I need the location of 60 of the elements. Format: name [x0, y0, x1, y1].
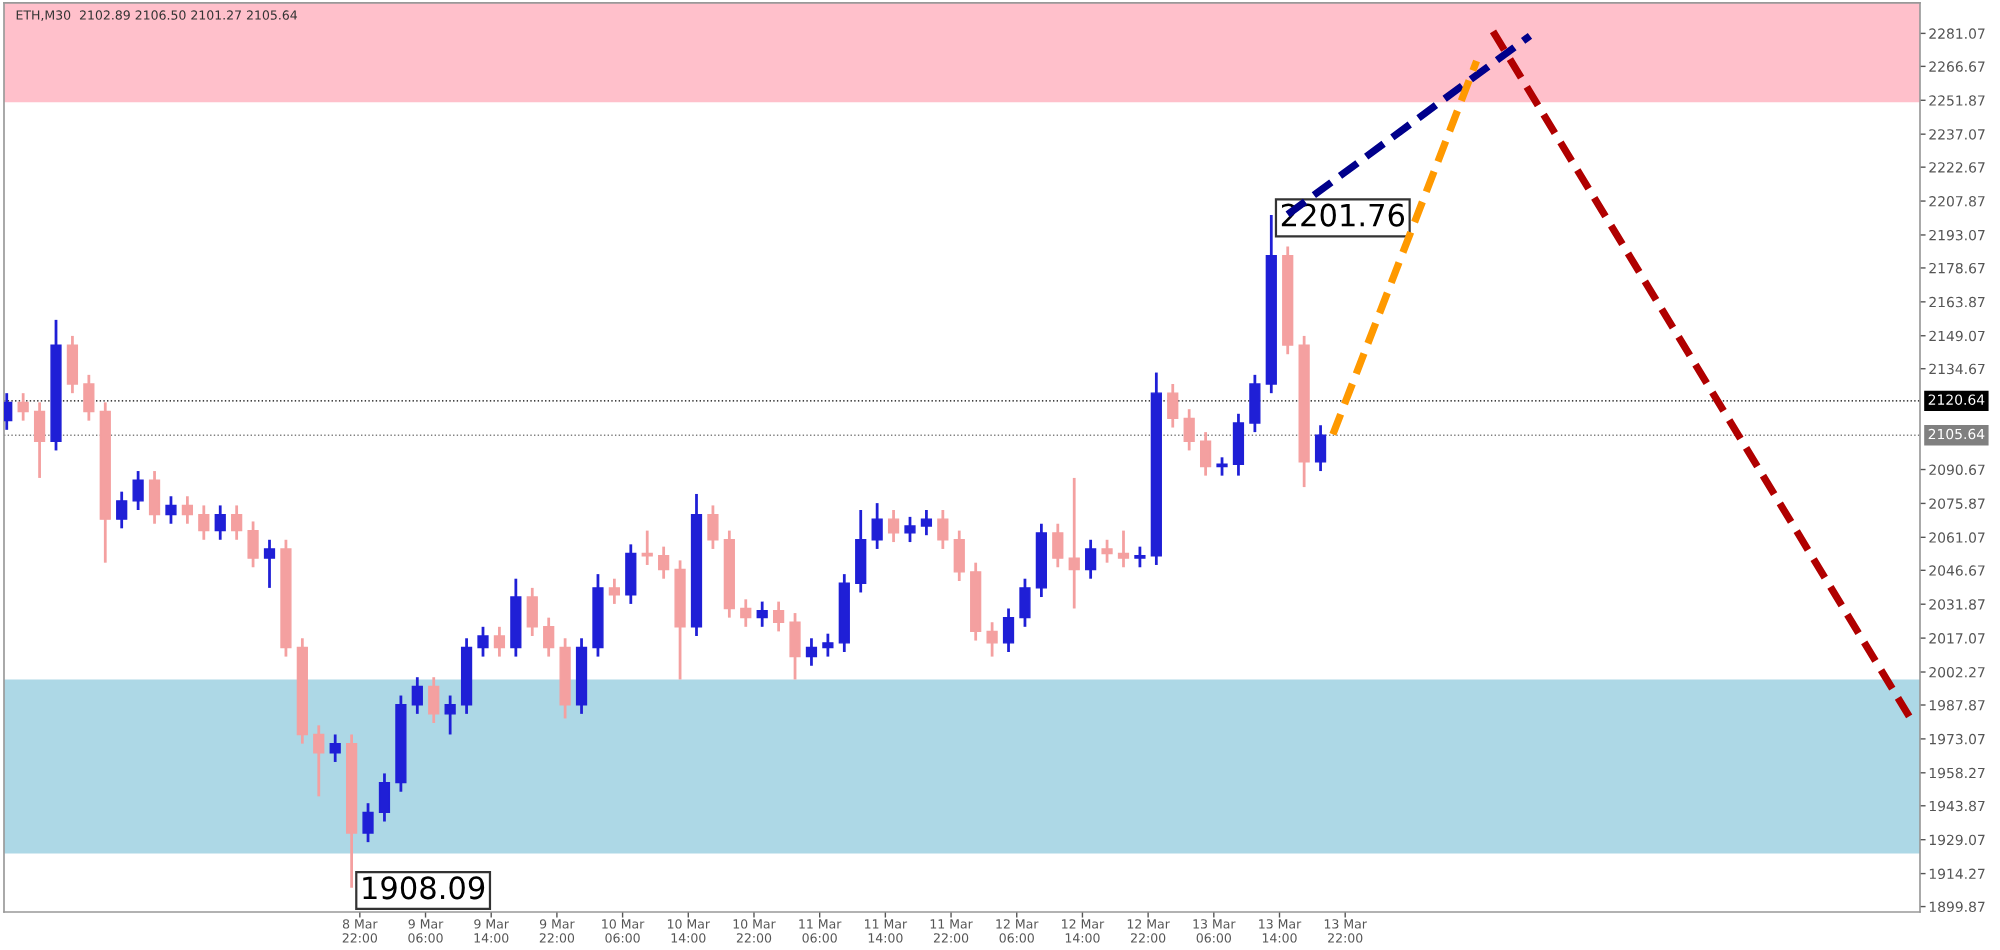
candlestick [1117, 529, 1130, 569]
candlestick [625, 542, 637, 606]
candlestick [822, 632, 834, 658]
candlestick [871, 501, 883, 551]
candlestick [313, 723, 325, 798]
candlestick [181, 494, 194, 526]
candlestick [83, 373, 95, 423]
candlestick [17, 391, 29, 423]
candlestick [543, 616, 555, 658]
candlestick [1002, 607, 1015, 654]
candlestick [855, 508, 867, 594]
candlestick [887, 508, 900, 544]
candlestick [444, 694, 456, 736]
candlestick [378, 772, 391, 823]
candlestick [493, 625, 506, 658]
candlestick [937, 508, 949, 551]
candlestick [772, 600, 785, 633]
candlestick [1019, 577, 1031, 629]
candlestick [66, 334, 79, 395]
candlestick [1101, 538, 1113, 565]
candlestick [756, 600, 768, 629]
candlestick [1314, 423, 1327, 473]
candlestick [1249, 373, 1261, 434]
candlestick [526, 586, 538, 638]
candlestick [789, 611, 801, 681]
candlestick [1167, 382, 1179, 429]
candlestick [1052, 522, 1064, 569]
candlestick [740, 597, 752, 629]
candlestick [33, 400, 46, 480]
candlestick [247, 520, 259, 569]
candlestick [231, 504, 243, 542]
candlestick [805, 636, 818, 668]
candlestick [920, 508, 933, 537]
candlestick [953, 529, 965, 583]
candlestick [1216, 455, 1228, 478]
candlestick [707, 504, 719, 551]
candlestick [1199, 430, 1212, 478]
candlestick [362, 801, 374, 844]
candlestick [658, 545, 670, 581]
candlestick [986, 620, 998, 658]
candlestick [428, 675, 440, 725]
candlestick [904, 515, 916, 544]
candlestick [116, 490, 128, 530]
candlestick [1183, 407, 1195, 452]
candlestick [329, 733, 341, 764]
candlestick [1085, 538, 1097, 581]
candlestick [165, 494, 177, 526]
candlestick [641, 529, 653, 567]
candlestick [411, 675, 423, 716]
candlestick [198, 504, 210, 542]
candlestick [1232, 412, 1245, 478]
candlestick [608, 577, 621, 606]
candlestick [263, 538, 276, 590]
candlestick [132, 469, 144, 512]
candlestick [1134, 545, 1146, 569]
candlestick [1068, 476, 1080, 610]
candlestick [214, 504, 226, 542]
candlestick [148, 469, 161, 526]
annotation: 1908.09 [363, 876, 485, 900]
candlestick [477, 625, 489, 658]
